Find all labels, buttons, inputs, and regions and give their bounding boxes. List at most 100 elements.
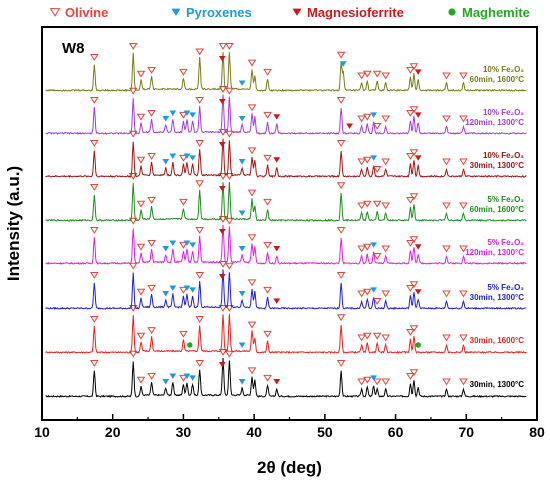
olivine-marker (406, 196, 415, 204)
olivine-marker (128, 217, 138, 225)
olivine-marker (381, 202, 390, 210)
pyroxenes-marker (189, 287, 197, 293)
pyroxenes-marker (189, 375, 197, 381)
x-axis-title: 2θ (deg) (257, 458, 322, 477)
x-tick-label: 30 (176, 424, 192, 440)
olivine-marker (442, 378, 451, 386)
olivine-marker (179, 111, 188, 119)
magnesioferrite-marker (218, 361, 226, 368)
olivine-marker (406, 284, 415, 292)
olivine-marker (357, 245, 366, 253)
olivine-marker (247, 104, 257, 112)
olivine-marker (336, 97, 346, 104)
olivine-marker (136, 288, 146, 296)
olivine-marker (406, 239, 415, 247)
olivine-marker (336, 272, 346, 279)
olivine-marker (381, 245, 390, 253)
olivine-marker (459, 115, 468, 123)
pyroxenes-marker (370, 155, 378, 161)
olivine-marker (218, 42, 228, 50)
olivine-marker (406, 152, 415, 160)
olivine-marker (336, 51, 346, 59)
pyroxenes-marker (162, 159, 170, 165)
olivine-marker (218, 128, 228, 136)
pyroxenes-marker (183, 240, 191, 246)
olivine-marker (442, 202, 451, 210)
olivine-marker (136, 200, 146, 208)
olivine-marker (179, 68, 188, 76)
olivine-marker (247, 279, 257, 287)
magnesioferrite-marker (273, 114, 281, 120)
series-layer: 30min, 1300°C 30min, 1600°C 5% Fe₂O₃30min,… (45, 42, 527, 399)
olivine-marker (336, 140, 346, 147)
pyroxenes-marker (169, 153, 177, 159)
magnesioferrite-marker (273, 379, 281, 385)
olivine-marker (128, 42, 138, 50)
olivine-marker (247, 189, 257, 197)
maghemite-marker (415, 342, 421, 348)
olivine-marker (128, 350, 138, 358)
olivine-marker (372, 332, 382, 340)
olivine-marker (179, 154, 188, 162)
olivine-marker (372, 252, 382, 260)
pyroxenes-marker (189, 155, 197, 161)
olivine-marker (136, 156, 146, 164)
x-tick-label: 20 (105, 424, 121, 440)
x-tick-label: 10 (34, 424, 50, 440)
olivine-marker (263, 198, 272, 206)
pyroxenes-marker (238, 379, 246, 385)
diffraction-pattern-line (45, 138, 527, 179)
x-tick-label: 60 (388, 424, 404, 440)
olivine-marker (442, 115, 451, 123)
olivine-marker (90, 316, 99, 323)
pyroxenes-marker (370, 375, 378, 381)
olivine-marker (442, 334, 451, 342)
pyroxenes-marker (162, 291, 170, 297)
pyroxenes-marker (370, 242, 378, 248)
series-label-line: 60min, 1600°C (470, 205, 525, 214)
pyroxenes-marker (169, 240, 177, 246)
olivine-marker (336, 314, 346, 322)
olivine-marker (225, 130, 234, 138)
pyroxenes-marker (169, 373, 177, 379)
olivine-marker (136, 376, 146, 384)
x-tick-label: 50 (317, 424, 333, 440)
olivine-marker (225, 262, 234, 270)
olivine-marker (357, 72, 366, 80)
olivine-marker (357, 115, 366, 123)
magnesioferrite-marker (414, 244, 422, 250)
olivine-marker (409, 63, 419, 71)
x-tick-label: 70 (458, 424, 474, 440)
olivine-marker (381, 334, 390, 342)
series-2: 30min, 1600°C (45, 304, 527, 354)
olivine-marker (128, 87, 138, 95)
pyroxenes-marker (370, 287, 378, 293)
maghemite-legend-marker (448, 8, 456, 16)
olivine-marker (147, 110, 156, 117)
olivine-marker (372, 122, 382, 130)
diffraction-pattern-line (45, 94, 527, 135)
pyroxenes-marker (189, 242, 197, 248)
magnesioferrite-marker (218, 228, 226, 235)
legend-item-pyroxenes: Pyroxenes (171, 5, 252, 20)
magnesioferrite-marker (273, 246, 281, 252)
olivine-marker (225, 350, 234, 358)
series-label-line: 30min, 1300°C (470, 293, 525, 302)
olivine-marker (459, 290, 468, 298)
olivine-marker (372, 297, 382, 305)
olivine-marker (225, 304, 234, 312)
olivine-marker (225, 217, 234, 225)
pyroxenes-marker (238, 80, 246, 86)
olivine-marker (362, 156, 372, 164)
olivine-marker (147, 153, 156, 160)
olivine-marker (195, 180, 204, 188)
x-tick-label: 40 (246, 424, 262, 440)
magnesioferrite-marker (218, 273, 226, 280)
series-label-line: 30min, 1600°C (470, 336, 525, 345)
magnesioferrite-marker (218, 185, 226, 192)
olivine-marker (195, 316, 204, 323)
olivine-marker (218, 172, 228, 180)
olivine-marker (147, 285, 156, 292)
